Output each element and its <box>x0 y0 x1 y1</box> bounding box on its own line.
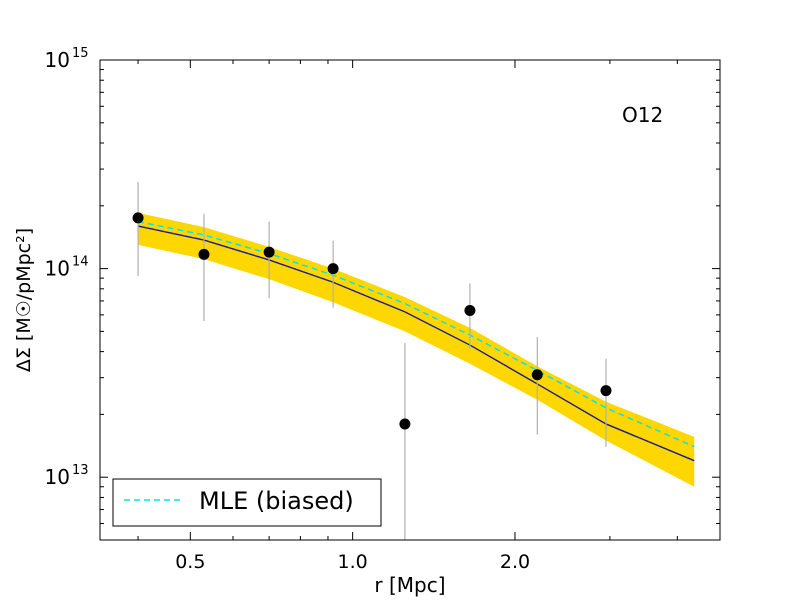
legend-entry-mle: MLE (biased) <box>199 487 354 515</box>
legend-box <box>112 478 382 527</box>
x-tick-label-3: 2.0 <box>500 551 530 573</box>
y-tick-label-1: 10 <box>45 465 70 489</box>
y-tick-label-3: 10 <box>45 48 70 72</box>
data-point-7 <box>531 369 543 381</box>
y-axis-label: ΔΣ [M☉/pMpc²] <box>13 228 35 372</box>
data-point-2 <box>198 248 210 260</box>
plot-frame <box>99 59 721 541</box>
y-tick-exponent-2: 14 <box>72 255 89 270</box>
data-point-3 <box>263 246 275 258</box>
data-point-5 <box>399 418 411 430</box>
y-tick-exponent-1: 13 <box>72 463 89 478</box>
data-point-6 <box>464 304 476 316</box>
data-point-4 <box>327 263 339 275</box>
data-point-8 <box>600 385 612 397</box>
x-tick-label-2: 1.0 <box>338 551 368 573</box>
y-tick-exponent-3: 15 <box>72 46 89 61</box>
x-tick-label-1: 0.5 <box>175 551 205 573</box>
mle-biased-line <box>137 220 695 448</box>
best-fit-line <box>137 225 695 462</box>
legend: MLE (biased) <box>112 478 382 527</box>
confidence-band <box>138 212 695 487</box>
x-axis-label: r [Mpc] <box>374 573 445 597</box>
annotation-label: O12 <box>622 103 663 127</box>
y-tick-label-2: 10 <box>45 257 70 281</box>
data-point-1 <box>132 212 144 224</box>
